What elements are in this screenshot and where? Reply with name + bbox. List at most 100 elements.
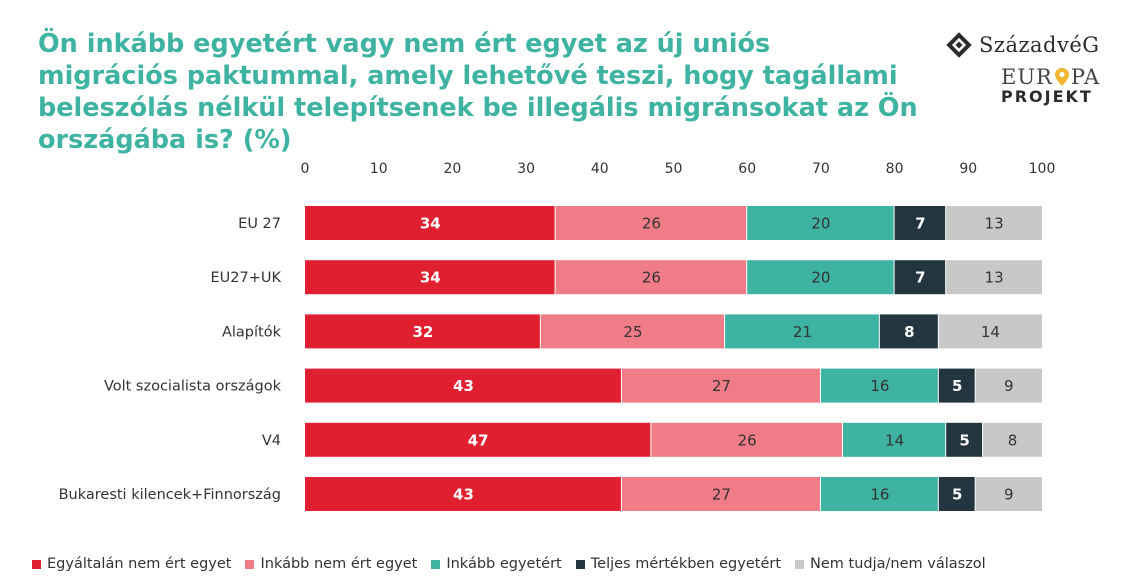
- bar-segment: [820, 368, 939, 403]
- map-pin-icon: [1054, 68, 1069, 86]
- bar-segment: [975, 368, 1042, 403]
- data-label: 9: [1004, 486, 1014, 504]
- data-label: 20: [811, 215, 830, 233]
- legend-swatch: [431, 559, 441, 569]
- chart-legend: Egyáltalán nem ért egyet Inkább nem ért e…: [32, 556, 1000, 572]
- x-tick-label: 50: [665, 161, 683, 177]
- data-label: 13: [985, 269, 1004, 287]
- bar-segment: [894, 260, 947, 295]
- data-label: 34: [420, 269, 441, 287]
- data-label: 47: [468, 431, 489, 449]
- x-tick-label: 80: [886, 161, 904, 177]
- x-tick-label: 10: [370, 161, 388, 177]
- data-label: 13: [985, 215, 1004, 233]
- data-label: 5: [952, 486, 962, 504]
- x-tick-label: 60: [738, 161, 756, 177]
- logo-europa-part2: PA: [1070, 65, 1101, 89]
- bar-segment: [894, 206, 947, 240]
- legend-swatch: [32, 559, 41, 569]
- bar-segment: [305, 368, 622, 403]
- bar-segment: [555, 260, 748, 295]
- category-label: V4: [262, 433, 281, 449]
- logo-europa: EUR PA: [1001, 66, 1120, 88]
- data-label: 32: [412, 323, 433, 341]
- data-label: 26: [642, 269, 661, 287]
- bar-segment: [747, 206, 895, 240]
- data-label: 34: [420, 215, 441, 233]
- legend-swatch: [575, 559, 585, 569]
- x-tick-label: 0: [301, 161, 310, 177]
- logo-name: SzázadvéG: [979, 33, 1100, 57]
- legend-label: Teljes mértékben egyetért: [590, 556, 782, 572]
- bar-segment: [938, 477, 976, 511]
- data-label: 14: [981, 323, 1000, 341]
- legend-label: Egyáltalán nem ért egyet: [47, 556, 232, 572]
- x-tick-label: 20: [443, 161, 461, 177]
- data-label: 25: [623, 323, 642, 341]
- data-label: 43: [453, 377, 474, 395]
- data-label: 27: [712, 486, 731, 504]
- bar-segment: [305, 422, 652, 457]
- data-label: 7: [915, 269, 925, 287]
- legend-item: Inkább nem ért egyet: [245, 556, 417, 572]
- bar-segment: [540, 314, 726, 349]
- legend-item: Egyáltalán nem ért egyet: [32, 556, 231, 572]
- bar-segment: [820, 477, 939, 511]
- legend-item: Nem tudja/nem válaszol: [795, 556, 986, 572]
- data-label: 27: [712, 377, 731, 395]
- data-label: 26: [738, 431, 757, 449]
- logo-europa-part1: EUR: [1001, 65, 1053, 89]
- bar-segment: [946, 206, 1042, 240]
- bar-segment: [555, 206, 748, 240]
- data-label: 9: [1004, 377, 1014, 395]
- legend-label: Inkább nem ért egyet: [260, 556, 418, 572]
- category-label: Bukaresti kilencek+Finnország: [59, 487, 281, 503]
- x-tick-label: 90: [959, 161, 977, 177]
- bar-segment: [305, 314, 541, 349]
- bar-segment: [747, 260, 895, 295]
- bar-segment: [651, 422, 844, 457]
- category-label: EU27+UK: [211, 270, 282, 286]
- bar-segment: [946, 260, 1042, 295]
- x-tick-label: 100: [1029, 161, 1056, 177]
- legend-item: Inkább egyetért: [431, 556, 562, 572]
- x-tick-label: 40: [591, 161, 609, 177]
- bar-segment: [305, 260, 556, 295]
- chart-title: Ön inkább egyetért vagy nem ért egyet az…: [38, 29, 918, 155]
- bar-segment: [621, 368, 821, 403]
- bar-segment: [983, 422, 1042, 457]
- category-label: Alapítók: [222, 324, 282, 340]
- szazadveg-logo: SzázadvéG EUR PA PROJEKT: [945, 28, 1120, 118]
- data-label: 20: [811, 269, 830, 287]
- bar-segment: [938, 368, 976, 403]
- data-label: 16: [870, 377, 889, 395]
- data-label: 43: [453, 486, 474, 504]
- legend-swatch: [795, 559, 805, 569]
- data-label: 5: [959, 431, 969, 449]
- bar-segment: [621, 477, 821, 511]
- bar-segment: [938, 314, 1042, 349]
- legend-item: Teljes mértékben egyetért: [575, 556, 782, 572]
- bar-segment: [879, 314, 939, 349]
- legend-label: Inkább egyetért: [446, 556, 562, 572]
- data-label: 14: [885, 431, 904, 449]
- data-label: 7: [915, 215, 925, 233]
- data-label: 8: [1008, 431, 1018, 449]
- bar-segment: [975, 477, 1042, 511]
- legend-label: Nem tudja/nem válaszol: [810, 556, 986, 572]
- bar-segment: [305, 206, 556, 240]
- data-label: 8: [904, 323, 914, 341]
- x-tick-label: 30: [517, 161, 535, 177]
- diamond-icon: [946, 32, 972, 58]
- data-label: 5: [952, 377, 962, 395]
- category-label: EU 27: [238, 216, 281, 232]
- bar-segment: [305, 477, 622, 511]
- data-label: 26: [642, 215, 661, 233]
- bar-segment: [725, 314, 880, 349]
- bar-segment: [843, 422, 947, 457]
- logo-projekt: PROJEKT: [1001, 87, 1093, 106]
- data-label: 21: [793, 323, 812, 341]
- x-tick-label: 70: [812, 161, 830, 177]
- data-label: 16: [870, 486, 889, 504]
